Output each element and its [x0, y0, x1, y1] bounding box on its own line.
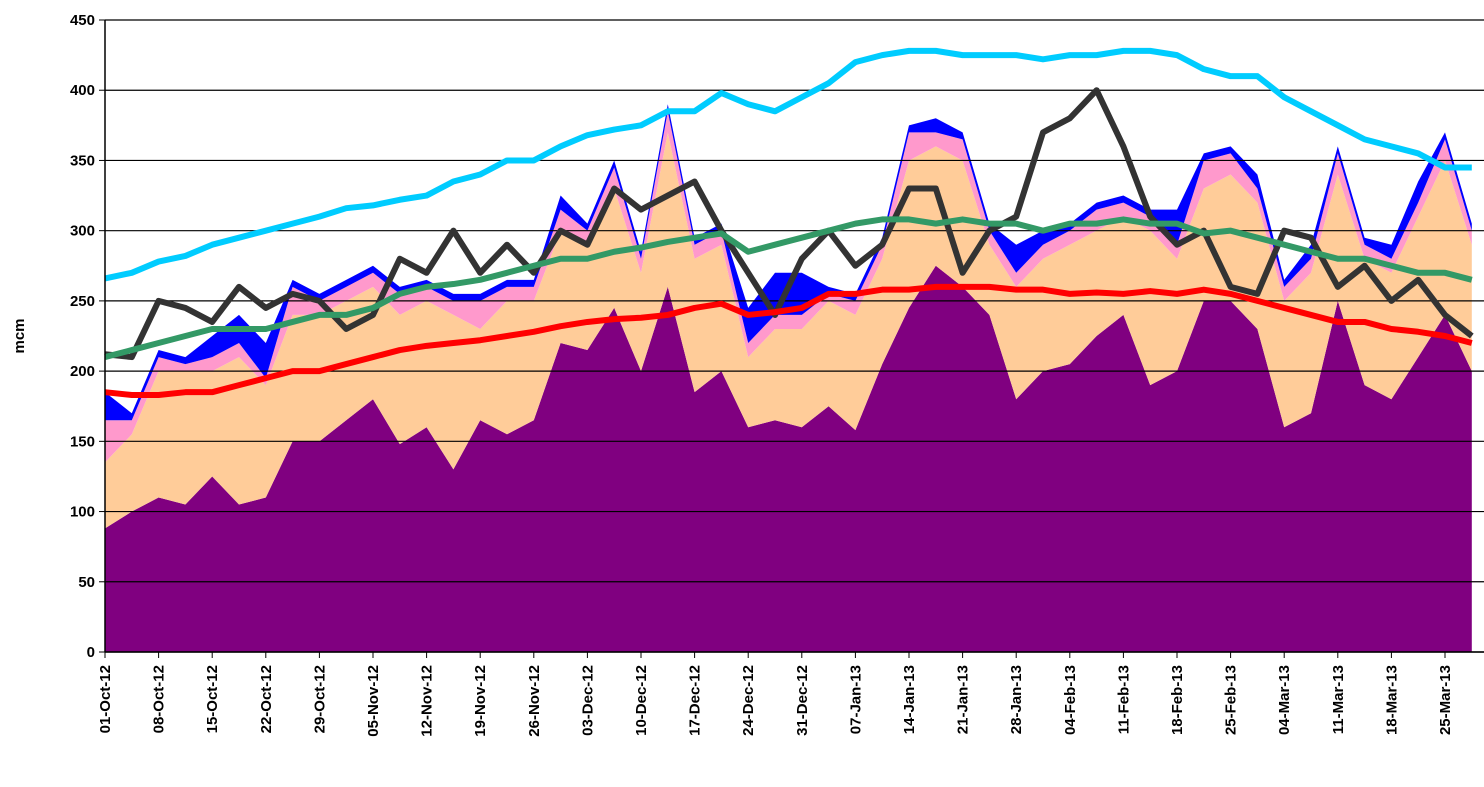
- y-tick-label: 450: [70, 12, 95, 29]
- x-tick-label: 11-Feb-13: [1115, 665, 1132, 734]
- stacked-area: [105, 132, 1472, 529]
- y-tick-label: 50: [78, 574, 95, 591]
- x-tick-label: 25-Feb-13: [1223, 665, 1240, 735]
- x-tick-label: 10-Dec-12: [633, 665, 650, 736]
- line-series: [104, 47, 1472, 282]
- x-tick-label: 04-Mar-13: [1276, 665, 1293, 735]
- x-tick-label: 15-Oct-12: [204, 665, 221, 733]
- x-tick-label: 17-Dec-12: [687, 665, 704, 736]
- x-tick-label: 26-Nov-12: [526, 665, 543, 737]
- x-tick-label: 21-Jan-13: [955, 665, 972, 734]
- y-tick-label: 100: [70, 504, 95, 521]
- y-tick-label: 400: [70, 82, 95, 99]
- x-tick-label: 05-Nov-12: [365, 665, 382, 737]
- x-tick-label: 29-Oct-12: [311, 665, 328, 733]
- stacked-area: [105, 111, 1472, 463]
- x-tick-label: 14-Jan-13: [901, 665, 918, 734]
- stacked-area: [105, 265, 1472, 652]
- x-tick-label: 25-Mar-13: [1437, 665, 1454, 735]
- x-tick-label: 12-Nov-12: [419, 665, 436, 737]
- x-tick-label: 28-Jan-13: [1008, 665, 1025, 734]
- line-series: [104, 216, 1473, 360]
- x-tick-label: 18-Feb-13: [1169, 665, 1186, 735]
- x-tick-label: 01-Oct-12: [97, 665, 114, 733]
- x-tick-label: 08-Oct-12: [151, 665, 168, 733]
- y-axis-label: mcm: [11, 318, 28, 353]
- x-tick-label: 24-Dec-12: [740, 665, 757, 736]
- x-tick-label: 31-Dec-12: [794, 665, 811, 736]
- x-tick-label: 18-Mar-13: [1383, 665, 1400, 735]
- y-tick-label: 200: [70, 363, 95, 380]
- y-tick-label: 150: [70, 433, 95, 450]
- x-tick-label: 11-Mar-13: [1330, 665, 1347, 734]
- x-tick-label: 22-Oct-12: [258, 665, 275, 733]
- y-tick-label: 300: [70, 223, 95, 240]
- x-tick-label: 19-Nov-12: [472, 665, 489, 737]
- x-tick-label: 07-Jan-13: [847, 665, 864, 734]
- y-tick-label: 0: [87, 644, 95, 661]
- line-series: [104, 283, 1473, 398]
- y-tick-label: 350: [70, 152, 95, 169]
- x-tick-label: 03-Dec-12: [579, 665, 596, 736]
- y-tick-label: 250: [70, 293, 95, 310]
- x-tick-label: 04-Feb-13: [1062, 665, 1079, 735]
